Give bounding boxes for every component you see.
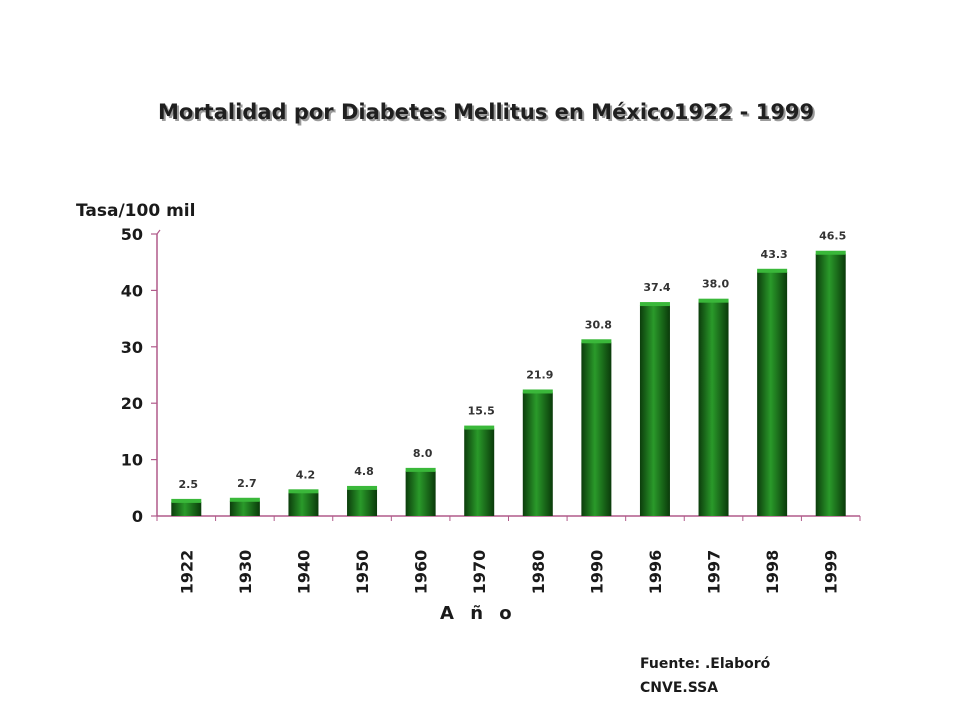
bar-top-1940 — [288, 489, 319, 494]
bar-1998 — [757, 271, 788, 516]
source-line-2: CNVE.SSA — [640, 680, 719, 696]
bar-top-1998 — [757, 268, 788, 273]
bar-1997 — [698, 301, 729, 516]
bar-top-1930 — [229, 497, 260, 502]
bar-1930 — [229, 500, 260, 516]
value-label-1950: 4.8 — [354, 465, 374, 478]
x-tick-label-1990: 1990 — [587, 550, 606, 595]
x-tick-label-1997: 1997 — [705, 550, 724, 595]
y-tick-label: 10 — [121, 451, 143, 470]
bar-1980 — [522, 392, 553, 516]
y-tick-label: 40 — [121, 281, 143, 300]
x-tick-label-1970: 1970 — [470, 550, 489, 595]
y-tick-label: 50 — [121, 225, 143, 244]
bar-1990 — [581, 342, 612, 516]
value-label-1930: 2.7 — [237, 477, 257, 490]
x-tick-label-1930: 1930 — [236, 550, 255, 595]
x-axis-label: A ñ o — [440, 603, 517, 624]
bar-top-1999 — [815, 250, 846, 255]
y-tick-label: 0 — [132, 507, 143, 526]
value-label-1997: 38.0 — [702, 278, 729, 291]
x-tick-label-1999: 1999 — [822, 550, 841, 595]
y-tick-label: 30 — [121, 338, 143, 357]
x-tick-label-1960: 1960 — [412, 550, 431, 595]
bar-top-1922 — [171, 498, 202, 503]
y-axis-label: Tasa/100 mil — [76, 201, 196, 221]
bar-1950 — [347, 488, 378, 516]
value-label-1922: 2.5 — [179, 478, 199, 491]
x-tick-label-1950: 1950 — [353, 550, 372, 595]
bar-1970 — [464, 428, 495, 516]
value-label-1996: 37.4 — [643, 281, 670, 294]
y-tick-label: 20 — [121, 394, 143, 413]
x-tick-label-1980: 1980 — [529, 550, 548, 595]
chart-title: Mortalidad por Diabetes Mellitus en Méxi… — [158, 100, 815, 124]
bar-top-1990 — [581, 339, 612, 344]
bar-top-1980 — [522, 389, 553, 394]
value-label-1999: 46.5 — [819, 230, 846, 243]
y-axis-top-edge — [156, 229, 161, 235]
bar-top-1960 — [405, 467, 436, 472]
value-label-1940: 4.2 — [296, 468, 316, 481]
bar-1960 — [405, 470, 436, 516]
source-line-1: Fuente: .Elaboró — [640, 656, 771, 672]
value-label-1990: 30.8 — [585, 318, 612, 331]
bar-1940 — [288, 492, 319, 516]
x-tick-label-1998: 1998 — [763, 550, 782, 595]
value-label-1960: 8.0 — [413, 447, 433, 460]
bar-1999 — [815, 253, 846, 517]
bar-top-1970 — [464, 425, 495, 430]
x-tick-label-1940: 1940 — [294, 550, 313, 595]
x-tick-label-1996: 1996 — [646, 550, 665, 595]
bar-1996 — [639, 305, 670, 516]
x-tick-label-1922: 1922 — [177, 550, 196, 595]
bar-1922 — [171, 501, 202, 516]
bar-top-1997 — [698, 298, 729, 303]
bar-top-1950 — [347, 485, 378, 490]
source-note: Fuente: .Elaboró CNVE.SSA — [640, 652, 770, 700]
value-label-1998: 43.3 — [761, 248, 788, 261]
value-label-1970: 15.5 — [468, 405, 495, 418]
value-label-1980: 21.9 — [526, 368, 553, 381]
bar-top-1996 — [639, 302, 670, 307]
